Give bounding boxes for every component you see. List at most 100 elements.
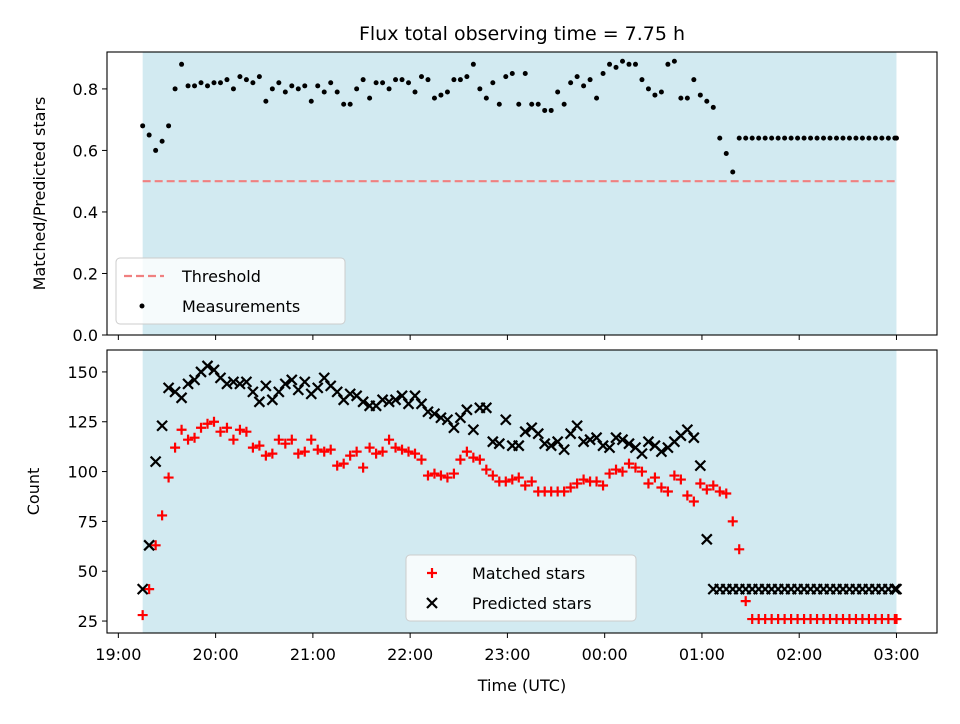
data-point — [208, 416, 219, 427]
data-point — [814, 135, 820, 141]
axes-frame — [106, 51, 938, 336]
data-point — [451, 77, 457, 83]
data-point — [341, 101, 347, 107]
data-point — [555, 89, 561, 95]
data-point — [853, 135, 859, 141]
data-point — [406, 80, 412, 86]
data-point — [286, 434, 297, 445]
legend-box — [405, 554, 637, 622]
data-point — [688, 431, 700, 444]
data-point — [380, 80, 386, 86]
data-point — [538, 437, 551, 450]
data-point — [483, 95, 489, 101]
data-point — [467, 423, 480, 436]
data-point — [286, 374, 298, 386]
data-point — [464, 74, 470, 80]
series-predicted-stars — [136, 360, 903, 595]
data-point — [162, 382, 175, 394]
chart-title: Flux total observing time = 7.75 h — [359, 23, 685, 45]
data-point — [616, 433, 629, 446]
data-point — [708, 480, 719, 491]
data-point — [808, 135, 814, 141]
data-point — [211, 80, 217, 86]
data-point — [643, 478, 654, 489]
data-point — [315, 83, 321, 89]
data-point — [185, 83, 191, 89]
legend-label: Measurements — [182, 297, 300, 316]
data-point — [587, 77, 593, 83]
data-point — [137, 610, 148, 621]
data-point — [701, 484, 712, 495]
x-tick-label: 19:00 — [95, 645, 141, 664]
data-point — [598, 480, 609, 491]
data-point — [461, 404, 473, 416]
data-point — [684, 95, 690, 101]
data-point — [247, 442, 258, 453]
data-point — [866, 135, 872, 141]
data-point — [156, 419, 168, 432]
data-point — [373, 80, 379, 86]
data-point — [623, 437, 635, 450]
data-point — [714, 486, 725, 497]
data-point — [487, 435, 499, 448]
data-point — [565, 482, 576, 493]
data-point — [386, 86, 392, 92]
data-point — [198, 80, 204, 86]
data-point — [376, 394, 389, 406]
data-point — [412, 89, 418, 95]
x-tick-label: 01:00 — [679, 645, 725, 664]
data-point — [425, 77, 431, 83]
data-point — [422, 406, 434, 418]
data-point — [496, 101, 502, 107]
data-point — [344, 388, 356, 400]
data-point — [215, 426, 226, 437]
legend-top: Threshold Measurements — [115, 257, 346, 325]
series-matched-stars — [137, 416, 902, 625]
data-point — [182, 378, 194, 390]
data-point — [221, 378, 233, 390]
data-point — [260, 380, 272, 392]
data-point — [192, 83, 198, 89]
data-point — [891, 614, 902, 625]
y-tick-label: 0.6 — [73, 141, 98, 160]
data-point — [574, 74, 580, 80]
data-point — [695, 478, 706, 489]
data-point — [578, 474, 589, 485]
data-point — [295, 86, 301, 92]
data-point — [253, 396, 266, 408]
data-point — [234, 378, 246, 390]
data-point — [390, 442, 401, 453]
data-point — [279, 378, 292, 390]
x-tick-label: 23:00 — [484, 645, 530, 664]
data-point — [371, 448, 382, 459]
data-point — [526, 476, 537, 487]
data-point — [642, 435, 655, 448]
data-point — [694, 459, 707, 472]
data-point — [827, 135, 833, 141]
x-tick-label: 00:00 — [582, 645, 628, 664]
data-point — [577, 435, 590, 448]
data-point — [559, 486, 570, 497]
data-point — [332, 460, 343, 471]
data-point — [241, 426, 252, 437]
data-point — [762, 135, 768, 141]
x-tick-label: 22:00 — [387, 645, 433, 664]
data-point — [153, 147, 159, 153]
data-point — [157, 510, 168, 521]
data-point — [163, 472, 174, 483]
data-point — [470, 61, 476, 67]
data-point — [658, 89, 664, 95]
data-point — [345, 450, 356, 461]
data-point — [630, 462, 641, 473]
data-point — [545, 439, 557, 452]
data-point — [548, 107, 554, 113]
data-point — [591, 476, 602, 487]
data-point — [282, 89, 288, 95]
data-point — [721, 488, 732, 499]
data-point — [311, 382, 324, 394]
data-point — [221, 422, 232, 433]
data-point — [490, 80, 496, 86]
data-point — [607, 61, 613, 67]
data-point — [734, 544, 745, 555]
data-point — [431, 95, 437, 101]
